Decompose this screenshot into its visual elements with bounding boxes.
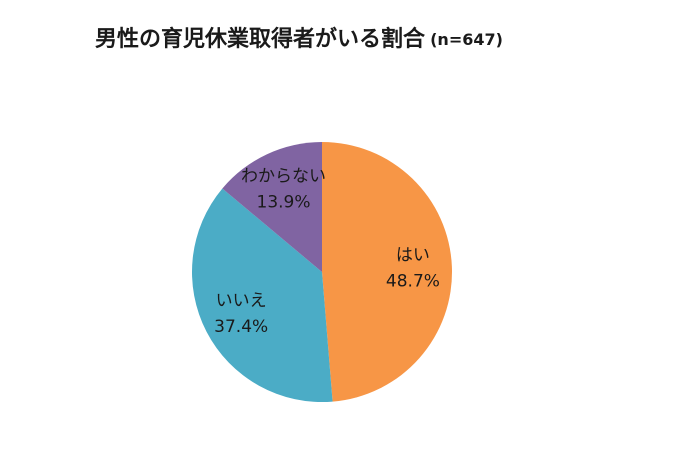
slice-category-label: はい [396,245,430,265]
pie-slice [222,142,322,272]
chart-subtitle: (n=647) [430,30,503,49]
chart-title: 男性の育児休業取得者がいる割合 [95,26,426,52]
slice-value-label: 48.7% [386,271,440,291]
slice-value-label: 13.9% [257,193,311,213]
chart-title-group: 男性の育児休業取得者がいる割合 (n=647) [95,26,503,52]
pie-slice [192,188,333,402]
slice-value-label: 37.4% [214,317,268,337]
slice-category-label: わからない [241,167,326,187]
slice-category-label: いいえ [216,291,267,311]
pie-slice [322,142,452,402]
